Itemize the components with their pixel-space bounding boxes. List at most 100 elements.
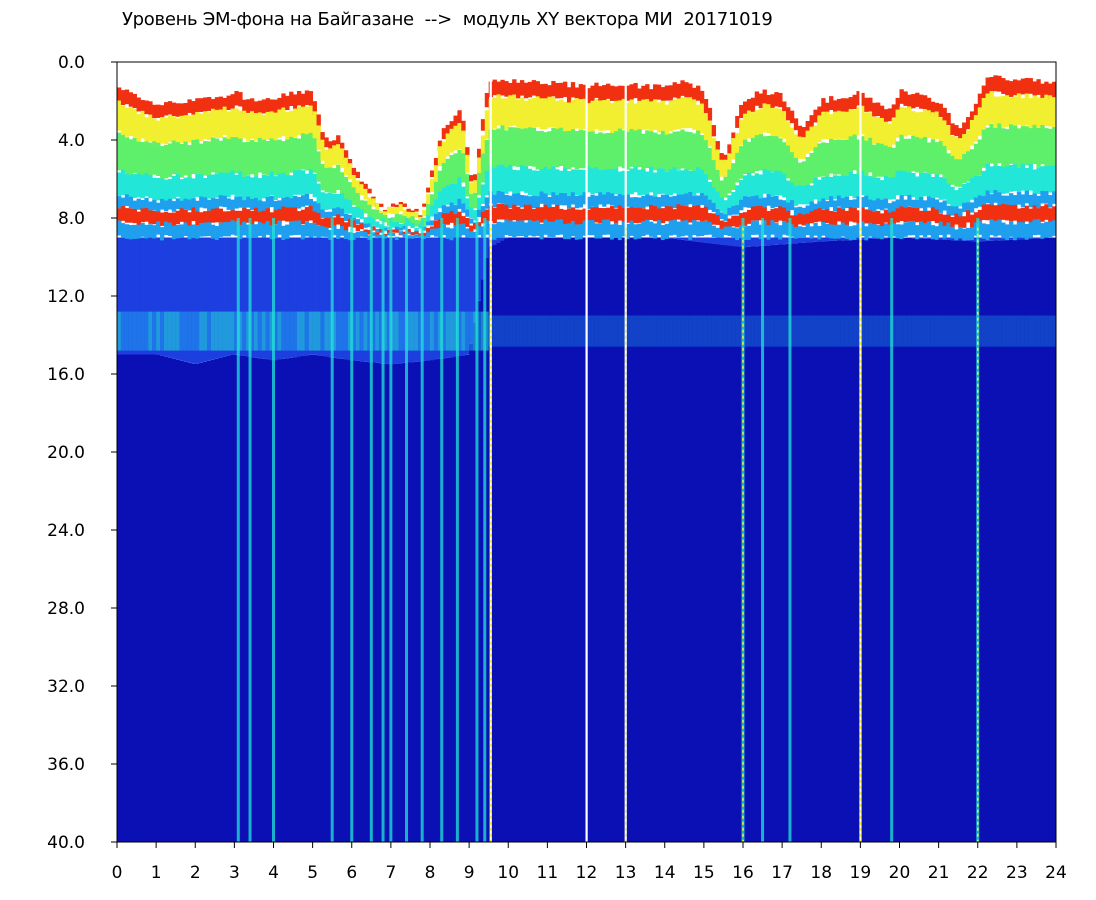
spectrogram-cell <box>801 161 806 189</box>
spectrogram-cell <box>1012 195 1018 208</box>
spectrogram-cell <box>394 229 400 233</box>
spectrogram-cell <box>621 130 627 169</box>
spectrogram-cell <box>355 171 360 179</box>
spectrogram-cell <box>989 240 994 842</box>
spectrogram-cell <box>519 195 525 208</box>
spectrogram-cell <box>386 311 392 351</box>
spectrogram-cell <box>754 91 760 106</box>
spectrogram-cell <box>140 110 145 139</box>
spectrogram-cell <box>117 237 122 355</box>
spectrogram-cell <box>989 194 994 207</box>
spectrogram-cell <box>711 237 717 244</box>
spectrogram-cell <box>1016 80 1022 97</box>
spectrogram-cell <box>312 311 317 351</box>
spectrogram-cell <box>758 205 763 221</box>
spectrogram-column <box>136 97 141 842</box>
spectrogram-cell <box>754 195 760 207</box>
spectrogram-cell <box>692 206 697 222</box>
spectrogram-cell <box>394 311 400 351</box>
spectrogram-column <box>265 98 270 842</box>
spectrogram-cell <box>860 207 865 222</box>
spectrogram-cell <box>269 360 274 842</box>
spectrogram-cell <box>253 197 259 209</box>
spectrogram-column <box>754 91 760 842</box>
spectrogram-cell <box>1009 205 1014 221</box>
spectrogram-cell <box>696 241 701 843</box>
spectrogram-cell <box>328 218 333 228</box>
spectrogram-cell <box>140 208 145 223</box>
spectrogram-cell <box>606 99 611 131</box>
spectrogram-cell <box>343 230 349 240</box>
spectrogram-cell <box>516 315 521 347</box>
spectrogram-cell <box>183 222 188 237</box>
spectrogram-cell <box>375 221 380 228</box>
spectrogram-column <box>731 132 736 842</box>
spectrogram-cell <box>1005 204 1010 221</box>
spectrogram-cell <box>386 230 392 234</box>
spectrogram-cell <box>993 220 998 237</box>
spectrogram-cell <box>590 168 595 195</box>
spectrogram-cell <box>786 180 791 203</box>
spectrogram-cell <box>899 170 904 196</box>
spectrogram-cell <box>410 216 415 224</box>
spectrogram-cell <box>840 315 846 347</box>
spectrogram-cell <box>433 228 439 237</box>
spectrogram-cell <box>492 244 497 842</box>
spectrogram-cell <box>555 237 560 842</box>
spectrogram-cell <box>308 223 314 238</box>
spectrogram-cell <box>711 202 717 213</box>
spectrogram-column <box>594 82 599 842</box>
spectrogram-column <box>304 90 310 842</box>
spectrogram-column <box>1044 81 1049 843</box>
spectrogram-cell <box>887 147 893 179</box>
spectrogram-cell <box>203 141 208 176</box>
spectrogram-cell <box>343 176 349 200</box>
bright-streak <box>475 218 479 842</box>
spectrogram-cell <box>966 182 971 204</box>
spectrogram-cell <box>547 169 552 196</box>
spectrogram-cell <box>171 212 177 226</box>
spectrogram-cell <box>120 354 126 842</box>
spectrogram-cell <box>699 90 705 106</box>
spectrogram-cell <box>324 311 329 351</box>
spectrogram-cell <box>210 198 216 210</box>
spectrogram-cell <box>946 214 951 227</box>
spectrogram-cell <box>171 358 177 842</box>
spectrogram-cell <box>613 195 619 208</box>
spectrogram-cell <box>152 354 157 842</box>
spectrogram-cell <box>958 227 963 239</box>
spectrogram-cell <box>844 139 850 176</box>
spectrogram-cell <box>664 171 670 198</box>
spectrogram-cell <box>907 220 912 236</box>
spectrogram-cell <box>238 237 243 356</box>
spectrogram-column <box>832 100 838 842</box>
spectrogram-cell <box>809 237 814 243</box>
spectrogram-cell <box>860 221 865 237</box>
spectrogram-cell <box>907 237 912 843</box>
spectrogram-cell <box>512 204 517 221</box>
spectrogram-cell <box>293 108 298 138</box>
spectrogram-cell <box>296 211 302 226</box>
spectrogram-cell <box>257 178 263 202</box>
spectrogram-cell <box>187 362 192 842</box>
spectrogram-cell <box>739 212 744 227</box>
spectrogram-cell <box>379 213 384 221</box>
spectrogram-cell <box>727 245 732 842</box>
spectrogram-cell <box>187 212 192 226</box>
spectrogram-cell <box>324 149 329 170</box>
spectrogram-cell <box>1048 237 1053 843</box>
bright-streak <box>890 218 894 842</box>
spectrogram-cell <box>1020 98 1026 130</box>
spectrogram-cell <box>418 220 423 227</box>
spectrogram-cell <box>527 220 533 236</box>
spectrogram-column <box>484 92 490 843</box>
spectrogram-cell <box>285 139 290 176</box>
spectrogram-cell <box>825 176 830 201</box>
spectrogram-cell <box>199 196 204 208</box>
spectrogram-cell <box>887 315 893 347</box>
spectrogram-cell <box>743 212 748 226</box>
spectrogram-cell <box>977 195 983 207</box>
spectrogram-cell <box>954 206 959 216</box>
spectrogram-cell <box>966 210 971 223</box>
spectrogram-cell <box>265 311 270 351</box>
